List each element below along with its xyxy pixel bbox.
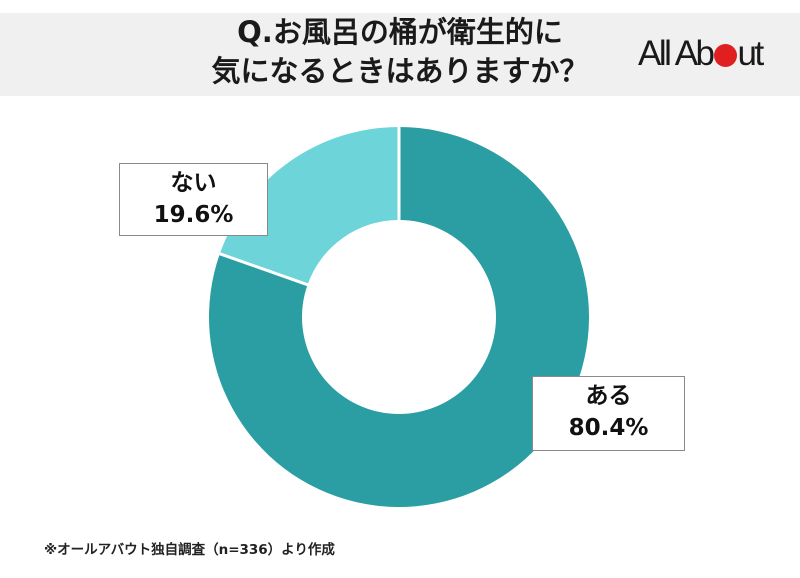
- label-yes-value: 80.4%: [568, 415, 649, 441]
- logo-text-start: All Ab: [638, 34, 715, 73]
- title-banner: [0, 13, 800, 96]
- segment-separators: [218, 126, 401, 287]
- chart-title: Q.お風呂の桶が衛生的に 気になるときはありますか？: [150, 13, 650, 91]
- label-yes-name: ある: [585, 383, 632, 409]
- label-no-name: ない: [170, 170, 217, 196]
- label-no-value: 19.6%: [153, 202, 234, 228]
- title-line-1: Q.お風呂の桶が衛生的に: [237, 15, 563, 49]
- donut-segment-no: [219, 127, 399, 285]
- title-line-2: 気になるときはありますか？: [211, 54, 589, 88]
- allabout-logo: All Ab ut: [638, 34, 765, 74]
- label-yes: ある 80.4%: [532, 376, 685, 451]
- label-no: ない 19.6%: [119, 163, 268, 236]
- logo-dot-icon: [713, 44, 737, 67]
- donut-segment-yes: [208, 127, 589, 507]
- source-footnote: ※オールアバウト独自調査（n=336）より作成: [44, 542, 335, 558]
- logo-text-end: ut: [737, 34, 765, 73]
